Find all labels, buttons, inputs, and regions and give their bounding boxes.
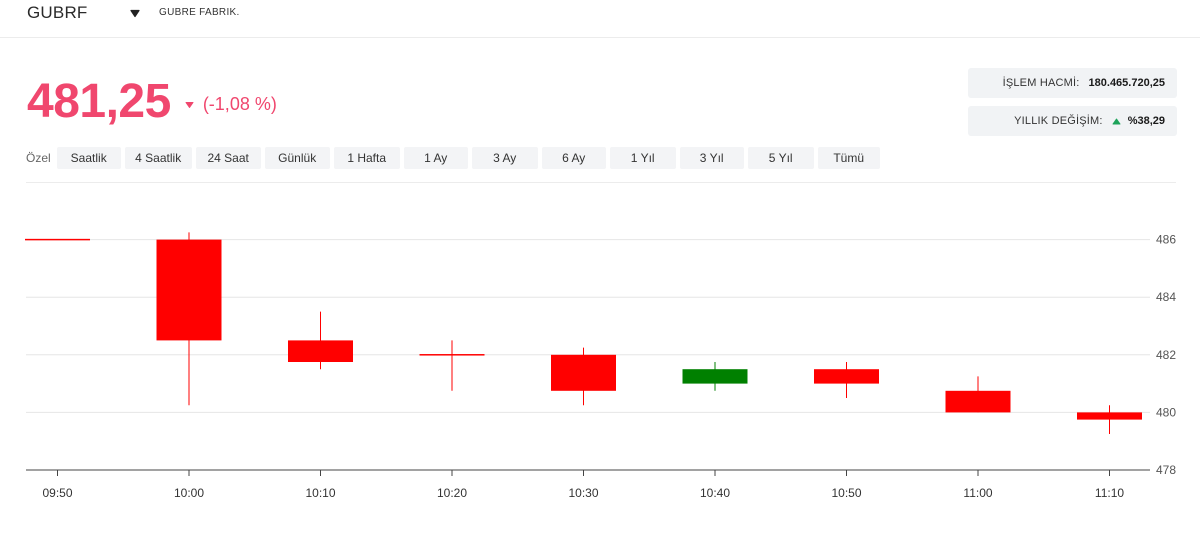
y-tick-label: 480 <box>1156 405 1176 419</box>
candle-body <box>1077 412 1142 420</box>
candle-body <box>551 354 616 391</box>
range-tab[interactable]: Tümü <box>817 147 880 169</box>
x-tick-label: 10:40 <box>700 486 730 500</box>
x-tick-label: 11:10 <box>1095 486 1124 500</box>
range-tab[interactable]: 1 Hafta <box>333 147 400 169</box>
candle-body <box>945 390 1011 413</box>
yearly-change-stat: YILLIK DEĞİŞİM: %38,29 <box>968 106 1177 136</box>
stock-symbol: GUBRF <box>27 3 88 22</box>
y-tick-label: 482 <box>1156 348 1176 362</box>
range-tab[interactable]: 5 Yıl <box>747 147 814 169</box>
price-chart[interactable]: 478 480 482 484 486 09:50 10:00 10:10 10:20 10:30… <box>0 190 1200 500</box>
range-tab[interactable]: 1 Yıl <box>609 147 676 169</box>
volume-label: İŞLEM HACMİ: <box>1002 77 1080 89</box>
quote-summary: 481,25 (-1,08 %) <box>27 74 277 130</box>
x-tick-label: 10:00 <box>174 486 204 500</box>
candle-body <box>288 340 353 362</box>
yearly-change-value: %38,29 <box>1127 115 1165 127</box>
candle-body <box>419 354 485 356</box>
x-tick-label: 09:50 <box>42 486 72 500</box>
volume-value: 180.465.720,25 <box>1088 77 1165 89</box>
range-tab[interactable]: 4 Saatlik <box>124 147 192 169</box>
volume-stat: İŞLEM HACMİ: 180.465.720,25 <box>968 68 1177 98</box>
section-divider <box>26 182 1176 183</box>
price-change: (-1,08 %) <box>202 93 277 114</box>
y-tick-label: 478 <box>1156 463 1176 477</box>
top-bar: GUBRF GUBRE FABRIK. <box>0 0 1200 38</box>
y-tick-label: 484 <box>1156 290 1176 304</box>
x-tick-label: 10:50 <box>831 486 861 500</box>
range-custom-link[interactable]: Özel <box>26 151 51 165</box>
range-tab[interactable]: Günlük <box>264 147 330 169</box>
candle-body <box>25 238 90 241</box>
yearly-change-label: YILLIK DEĞİŞİM: <box>1014 115 1103 127</box>
range-tab[interactable]: 1 Ay <box>403 147 468 169</box>
range-tab[interactable]: 3 Yıl <box>679 147 744 169</box>
price-down-icon <box>185 101 194 109</box>
range-tab[interactable]: 3 Ay <box>471 147 538 169</box>
x-tick-label: 10:30 <box>568 486 598 500</box>
symbol-dropdown-toggle[interactable] <box>128 6 142 20</box>
x-tick-label: 10:20 <box>437 486 467 500</box>
range-tabs: Özel Saatlik 4 Saatlik 24 Saat Günlük 1 … <box>26 147 884 169</box>
caret-down-icon <box>130 9 140 17</box>
range-tab[interactable]: Saatlik <box>56 147 121 169</box>
current-price: 481,25 <box>27 75 171 128</box>
range-tab[interactable]: 24 Saat <box>195 147 261 169</box>
yearly-up-icon <box>1112 118 1121 125</box>
range-tab[interactable]: 6 Ay <box>541 147 606 169</box>
y-tick-label: 486 <box>1156 233 1176 247</box>
x-tick-label: 10:10 <box>305 486 335 500</box>
company-name: GUBRE FABRIK. <box>159 7 240 18</box>
candle-body <box>682 369 748 384</box>
x-tick-label: 11:00 <box>963 486 992 500</box>
candle-body <box>814 369 879 384</box>
candle-body <box>156 239 222 341</box>
